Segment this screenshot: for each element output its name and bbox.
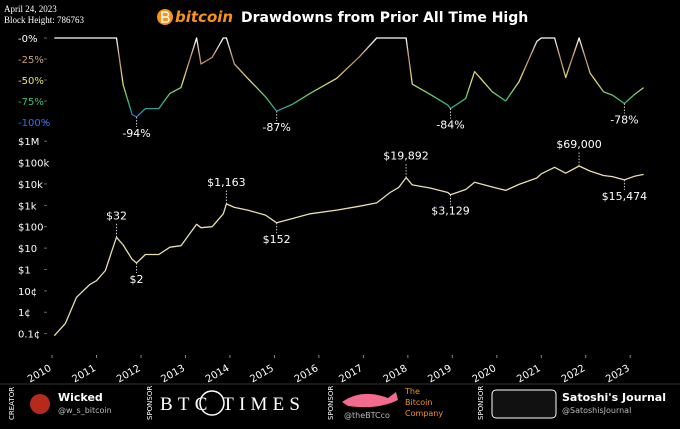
sponsor-role: SPONSOR — [477, 386, 485, 420]
sponsor-role: SPONSOR — [146, 386, 154, 420]
block-height: Block Height: 786763 — [4, 15, 84, 25]
company-name: Bitcoin — [405, 398, 432, 407]
y-tick-label: $100 — [18, 223, 43, 234]
y-tick-label: $10k — [18, 180, 43, 191]
annotation-label: -78% — [610, 114, 638, 127]
y-tick-label: $1 — [18, 265, 31, 276]
chart-title: Drawdowns from Prior All Time High — [241, 10, 528, 26]
creator-logo — [30, 394, 50, 414]
annotation-label: $2 — [130, 273, 144, 286]
times-logo — [199, 390, 225, 416]
annotation-label: $69,000 — [556, 138, 602, 151]
brand: bitcoin — [175, 8, 233, 26]
y-tick-label: $1k — [18, 201, 37, 212]
times-name: BTC TIMES — [160, 394, 300, 415]
bitcoin-logo-glyph — [161, 11, 170, 23]
journal-name: Satoshi's Journal — [562, 391, 666, 404]
footer: CREATOR Wicked @w_s_bitcoin SPONSOR BTC … — [8, 386, 666, 420]
creator-name: Wicked — [58, 391, 103, 404]
company-logo — [342, 392, 398, 408]
y-tick-label: $100k — [18, 159, 49, 170]
y-tick-label: $10 — [18, 244, 37, 255]
annotation-label: -94% — [122, 127, 150, 140]
journal-logo — [491, 389, 557, 419]
journal-handle: @SatoshisJournal — [562, 406, 631, 415]
y-tick-label: -100% — [18, 118, 50, 129]
annotation-label: $1,163 — [207, 176, 246, 189]
creator-handle: @w_s_bitcoin — [58, 406, 112, 415]
y-tick-label: $1M — [18, 137, 39, 148]
sponsor-role: SPONSOR — [327, 386, 335, 420]
creator-role: CREATOR — [8, 387, 16, 420]
annotation-label: $15,474 — [602, 190, 648, 203]
annotation-label: $32 — [106, 209, 127, 222]
annotation-label: $19,892 — [383, 150, 429, 163]
y-tick-label: -50% — [18, 76, 44, 87]
y-tick-label: 10¢ — [18, 287, 37, 298]
company-handle: @theBTCco — [344, 411, 390, 420]
y-tick-label: -75% — [18, 97, 44, 108]
data-line — [54, 37, 644, 118]
annotation-label: $152 — [263, 233, 291, 246]
date: April 24, 2023 — [4, 4, 57, 14]
y-tick-label: -25% — [18, 55, 44, 66]
data-line — [53, 165, 644, 337]
y-tick-label: 1¢ — [18, 308, 31, 319]
company-name: The — [404, 387, 420, 396]
annotation-label: -84% — [436, 119, 464, 132]
company-name: Company — [405, 409, 443, 418]
y-tick-label: 0.1¢ — [18, 330, 40, 341]
annotation-label: $3,129 — [431, 205, 470, 218]
annotation-label: -87% — [262, 121, 290, 134]
y-tick-label: -0% — [18, 34, 37, 45]
